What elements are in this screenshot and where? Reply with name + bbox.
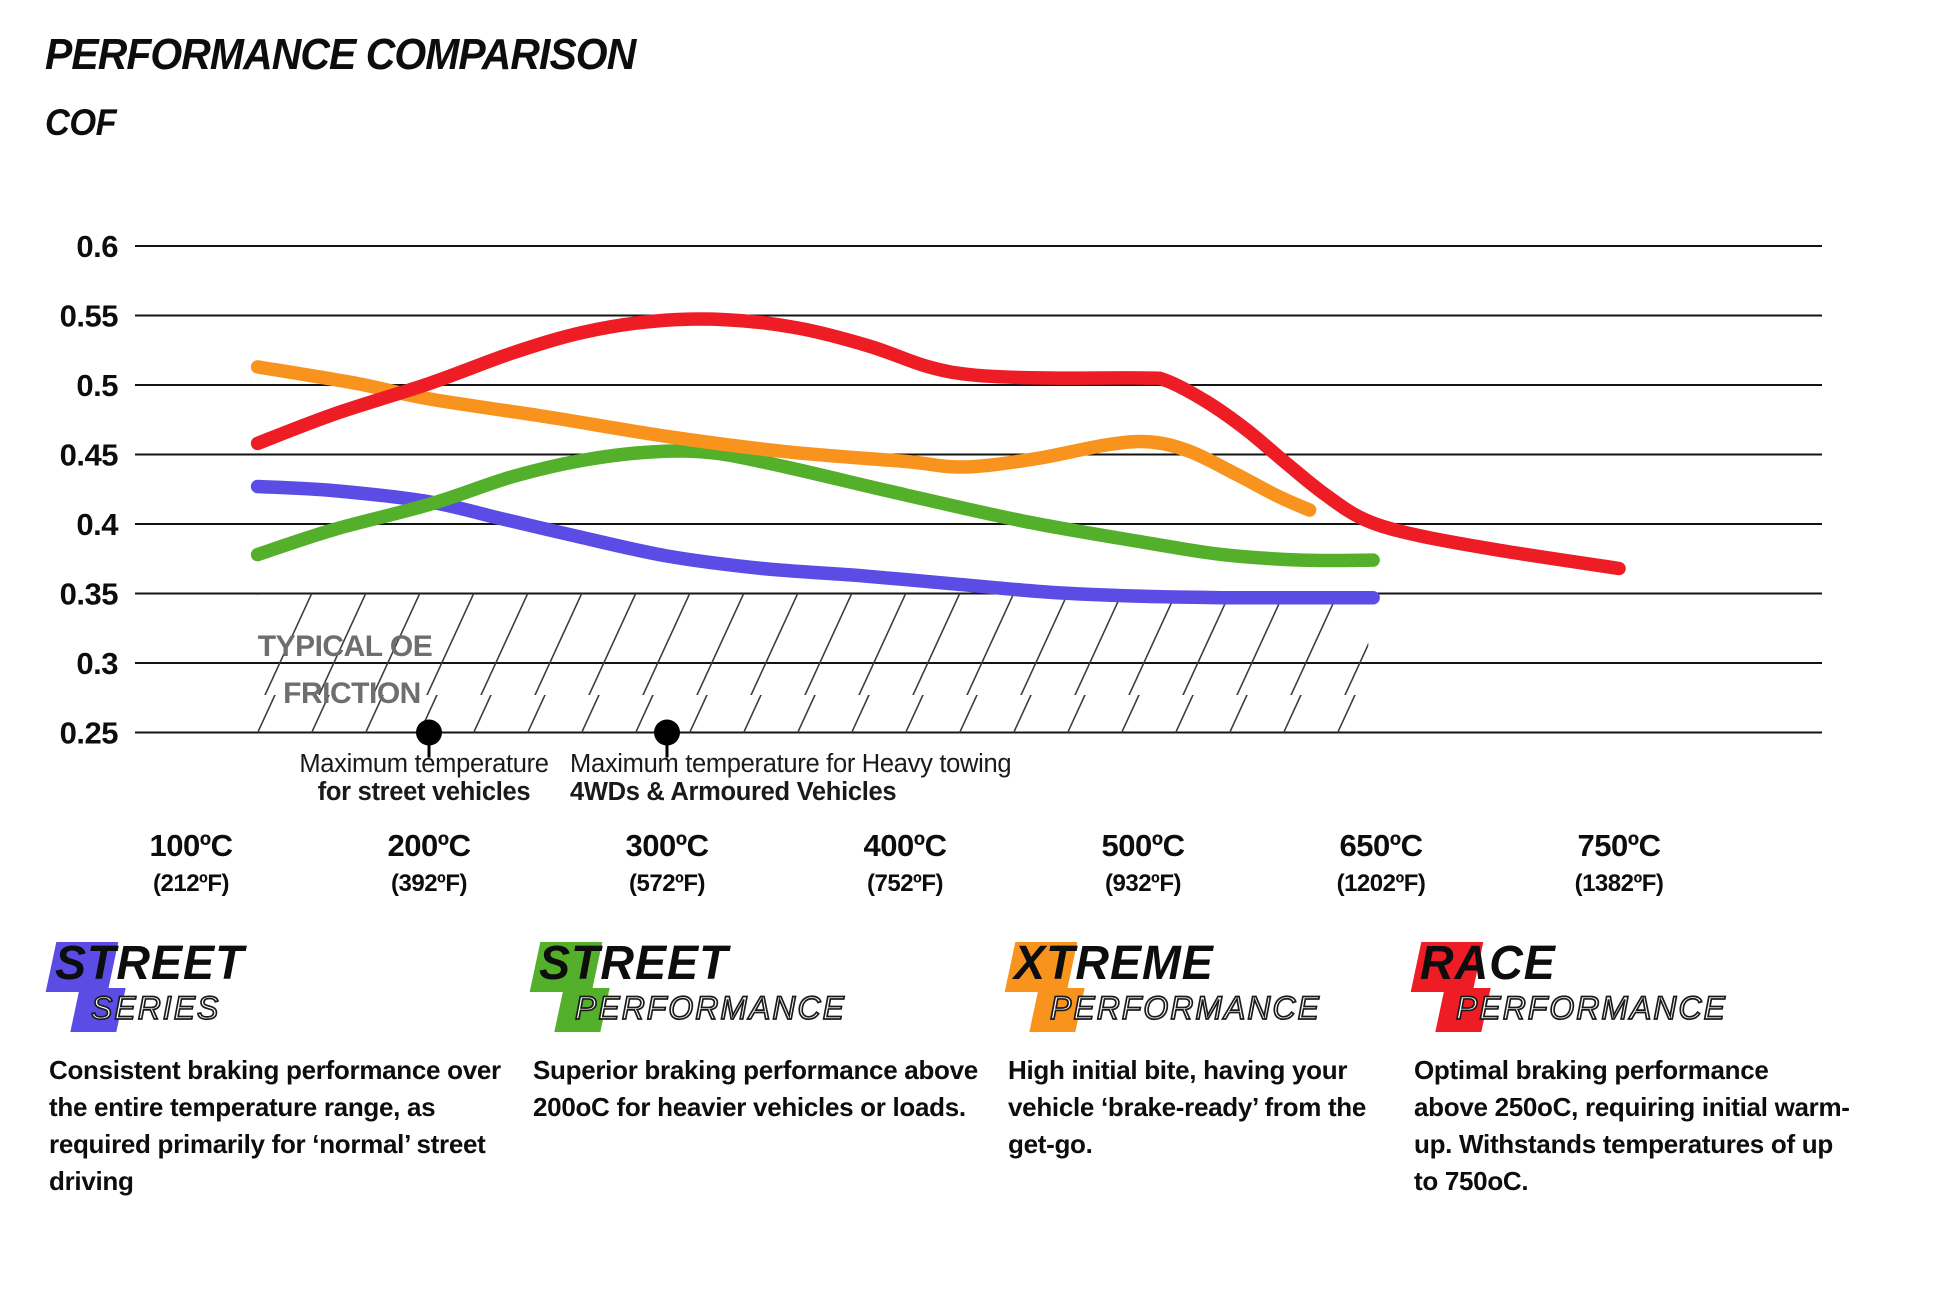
oe-band-label-line1: TYPICAL OE [258,630,432,663]
x-tick-celsius: 650ºC [1340,828,1423,863]
annotation-text-line1: Maximum temperature for Heavy towing [570,750,1011,778]
product-logo: RACE PERFORMANCE [1410,937,1869,1040]
y-tick-label: 0.5 [76,368,118,403]
annotation-text-line2: for street vehicles [318,778,531,806]
logo-word-primary: STREET [539,937,729,990]
x-tick-fahrenheit: (392ºF) [391,870,467,897]
annotation-dot-300C [654,719,680,746]
x-tick-celsius: 400ºC [864,828,947,863]
y-tick-label: 0.4 [76,507,119,542]
annotation-dot-200C [416,719,442,746]
x-tick-fahrenheit: (1382ºF) [1575,870,1664,897]
oe-band-label-line2: FRICTION [283,677,421,710]
annotation-text-line1: Maximum temperature [299,750,548,778]
x-tick-celsius: 200ºC [388,828,471,863]
performance-chart: 0.6 0.55 0.5 0.45 0.4 0.35 0.3 0.25 TYPICAL OE FR… [60,229,1822,897]
x-tick-fahrenheit: (752ºF) [867,870,943,897]
logo-word-secondary: PERFORMANCE [574,989,846,1027]
logo-word-secondary: SERIES [90,989,221,1027]
series-line-xtreme-performance [250,360,1317,517]
x-tick-fahrenheit: (1202ºF) [1337,870,1426,897]
product-column-xtreme-performance: XTREME PERFORMANCE High initial bite, ha… [1004,937,1408,1163]
x-tick-fahrenheit: (212ºF) [153,870,229,897]
product-logo: STREET PERFORMANCE [529,937,993,1040]
product-logo: XTREME PERFORMANCE [1004,937,1408,1040]
logo-word-primary: XTREME [1014,937,1214,990]
x-tick-celsius: 300ºC [626,828,709,863]
product-description: Optimal braking performance above 250oC,… [1414,1055,1850,1196]
x-tick-fahrenheit: (572ºF) [629,870,705,897]
series-line-race-performance [250,312,1626,576]
y-tick-label: 0.35 [60,577,119,612]
product-description: Superior braking performance above 200oC… [533,1055,978,1122]
y-tick-label: 0.45 [60,438,119,473]
product-column-race-performance: RACE PERFORMANCE Optimal braking perform… [1410,937,1869,1200]
x-tick-fahrenheit: (932ºF) [1105,870,1181,897]
series-line-street-performance [250,444,1380,568]
y-tick-label: 0.55 [60,299,119,334]
logo-word-primary: RACE [1420,937,1556,990]
y-axis-title: COF [45,102,117,143]
logo-word-secondary: PERFORMANCE [1455,989,1727,1027]
y-tick-label: 0.3 [76,646,118,681]
annotation-text-line2: 4WDs & Armoured Vehicles [570,778,896,806]
product-column-street-series: STREET SERIES Consistent braking perform… [45,937,529,1200]
x-tick-celsius: 100ºC [150,828,233,863]
logo-word-primary: STREET [55,937,245,990]
product-description: High initial bite, having your vehicle ‘… [1008,1055,1367,1159]
product-description: Consistent braking performance over the … [49,1055,501,1196]
product-column-street-performance: STREET PERFORMANCE Superior braking perf… [529,937,993,1126]
y-tick-label: 0.25 [60,716,119,751]
logo-word-secondary: PERFORMANCE [1049,989,1321,1027]
x-tick-celsius: 750ºC [1578,828,1661,863]
y-tick-label: 0.6 [76,229,118,264]
page-title: PERFORMANCE COMPARISON [45,30,636,79]
product-logo: STREET SERIES [45,937,529,1040]
x-tick-celsius: 500ºC [1102,828,1185,863]
typical-oe-friction-band [257,593,1369,733]
